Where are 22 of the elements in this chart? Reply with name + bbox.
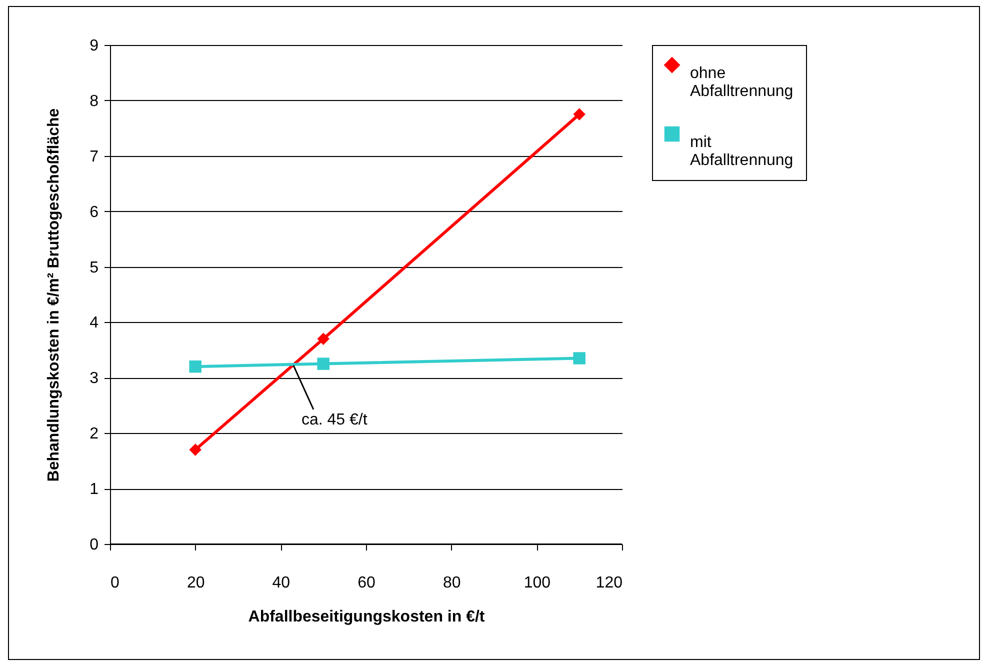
y-tick-label: 2 bbox=[90, 426, 99, 443]
x-tick-label: 0 bbox=[110, 574, 120, 592]
y-tick-label: 4 bbox=[90, 314, 99, 332]
x-tick-label: 40 bbox=[272, 574, 290, 592]
y-tick-label: 7 bbox=[90, 148, 99, 166]
x-axis-title: Abfallbeseitigungskosten in €/t bbox=[248, 608, 486, 626]
y-tick-label: 5 bbox=[90, 259, 99, 276]
y-tick-label: 3 bbox=[90, 370, 99, 388]
legend-label: ohne Abfalltrennung bbox=[690, 65, 794, 100]
legend-label: mit Abfalltrennung bbox=[690, 134, 794, 169]
y-tick-label: 8 bbox=[90, 92, 99, 110]
x-tick-label: 120 bbox=[596, 574, 623, 592]
y-axis-title: Behandlungskosten in €/m² Bruttogeschoßfläche bbox=[46, 108, 63, 482]
x-tick-label: 60 bbox=[358, 574, 376, 592]
annotation: ca. 45 €/t bbox=[301, 411, 368, 428]
x-tick-label: 20 bbox=[186, 574, 205, 592]
y-tick-label: 1 bbox=[90, 481, 99, 498]
x-tick-label: 80 bbox=[442, 574, 461, 592]
y-tick-label: 0 bbox=[90, 536, 99, 554]
y-tick-label: 6 bbox=[90, 204, 99, 221]
x-tick-label: 100 bbox=[524, 574, 551, 592]
y-tick-label: 9 bbox=[90, 38, 99, 54]
